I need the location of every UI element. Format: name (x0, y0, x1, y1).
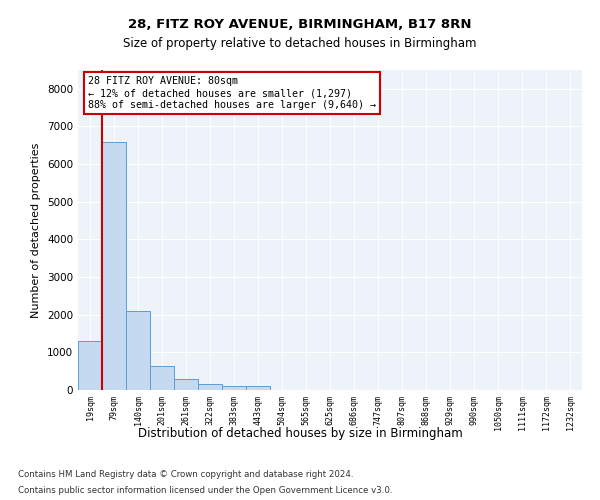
Bar (246, 386, 270, 390)
Bar (126, 311, 150, 390)
Text: Contains HM Land Registry data © Crown copyright and database right 2024.: Contains HM Land Registry data © Crown c… (18, 470, 353, 479)
Text: 28 FITZ ROY AVENUE: 80sqm
← 12% of detached houses are smaller (1,297)
88% of se: 28 FITZ ROY AVENUE: 80sqm ← 12% of detac… (88, 76, 376, 110)
Text: Contains public sector information licensed under the Open Government Licence v3: Contains public sector information licen… (18, 486, 392, 495)
Bar (174, 378, 198, 390)
Text: 28, FITZ ROY AVENUE, BIRMINGHAM, B17 8RN: 28, FITZ ROY AVENUE, BIRMINGHAM, B17 8RN (128, 18, 472, 30)
Bar (102, 142, 126, 390)
Bar (150, 366, 174, 390)
Y-axis label: Number of detached properties: Number of detached properties (31, 142, 41, 318)
Text: Size of property relative to detached houses in Birmingham: Size of property relative to detached ho… (123, 38, 477, 51)
Text: Distribution of detached houses by size in Birmingham: Distribution of detached houses by size … (137, 428, 463, 440)
Bar (198, 384, 222, 390)
Bar (222, 386, 246, 390)
Bar (78, 341, 102, 390)
